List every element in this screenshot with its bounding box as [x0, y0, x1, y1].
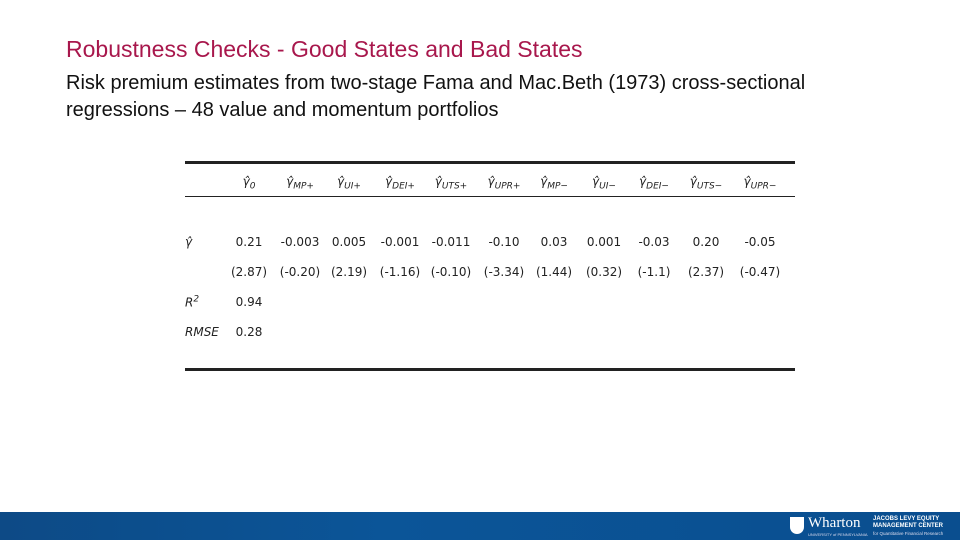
title: Robustness Checks - Good States and Bad … [66, 36, 583, 62]
subscript: 0 [249, 181, 256, 192]
cell: 0.20 [692, 235, 720, 249]
cell: (0.32) [585, 265, 623, 279]
column-header: γ̂0 [243, 174, 256, 191]
cell: -0.011 [431, 235, 471, 249]
cell: (-1.1) [637, 265, 671, 279]
row-label: γ̂ [185, 235, 192, 249]
row-label: RMSE [185, 325, 219, 339]
symbol: γ̂ [385, 174, 393, 189]
symbol: γ̂ [242, 174, 250, 189]
shield [790, 517, 804, 534]
symbol: γ̂ [592, 174, 600, 189]
cell: -0.03 [638, 235, 670, 249]
symbol: γ̂ [540, 174, 548, 189]
superscript: 2 [193, 294, 200, 305]
label-text: RMSE [185, 325, 219, 339]
symbol: γ̂ [689, 174, 697, 189]
bottom-rule [185, 368, 795, 371]
row-label: R2 [185, 295, 199, 310]
center-sub: for Quantitative Financial Research [873, 531, 944, 536]
cell: 0.005 [331, 235, 367, 249]
column-header: γ̂UTS+ [435, 174, 467, 191]
subscript: DEI− [646, 181, 669, 192]
symbol: γ̂ [337, 174, 345, 189]
label-text: R [185, 295, 194, 310]
column-header: γ̂DEI+ [385, 174, 415, 191]
cell: (-1.16) [379, 265, 421, 279]
cell: 0.001 [586, 235, 622, 249]
cell: (-0.10) [430, 265, 472, 279]
header-rule [185, 196, 795, 197]
symbol: γ̂ [487, 174, 495, 189]
cell: -0.10 [488, 235, 520, 249]
subscript: UI− [599, 181, 616, 192]
column-header: γ̂MP− [540, 174, 568, 191]
subscript: UPR+ [494, 181, 521, 192]
subscript: UTS− [696, 181, 723, 192]
symbol: γ̂ [743, 174, 751, 189]
footer-bar: Wharton UNIVERSITY of PENNSYLVANIA JACOB… [0, 512, 960, 540]
subscript: MP+ [293, 181, 314, 192]
center: JACOBS LEVY EQUITY MANAGEMENT CENTER [873, 516, 943, 529]
column-header: γ̂UI+ [337, 174, 361, 191]
subscript: UTS+ [441, 181, 468, 192]
subscript: DEI+ [392, 181, 415, 192]
subscript: UI+ [344, 181, 361, 192]
cell: (1.44) [535, 265, 573, 279]
cell: (-0.20) [279, 265, 321, 279]
cell: (2.37) [687, 265, 725, 279]
cell: 0.28 [235, 325, 263, 339]
subscript: MP− [547, 181, 568, 192]
cell: 0.03 [540, 235, 568, 249]
cell: -0.003 [280, 235, 320, 249]
label-text: γ̂ [185, 235, 193, 249]
cell: -0.05 [744, 235, 776, 249]
column-header: γ̂DEI− [639, 174, 669, 191]
column-header: γ̂UI− [592, 174, 616, 191]
cell: (2.19) [330, 265, 368, 279]
symbol: γ̂ [286, 174, 294, 189]
cell: (2.87) [230, 265, 268, 279]
column-header: γ̂MP+ [286, 174, 314, 191]
cell: -0.001 [380, 235, 420, 249]
column-header: γ̂UPR+ [488, 174, 521, 191]
cell: 0.94 [235, 295, 263, 309]
cell: (-3.34) [483, 265, 525, 279]
cell: 0.21 [235, 235, 263, 249]
cell: (-0.47) [739, 265, 781, 279]
subscript: UPR− [750, 181, 777, 192]
logo: Wharton [808, 515, 861, 531]
column-header: γ̂UPR− [744, 174, 777, 191]
top-rule [185, 161, 795, 164]
symbol: γ̂ [639, 174, 647, 189]
subtitle: Risk premium estimates from two-stage Fa… [66, 72, 806, 121]
university: UNIVERSITY of PENNSYLVANIA [808, 532, 868, 537]
symbol: γ̂ [434, 174, 442, 189]
column-header: γ̂UTS− [690, 174, 722, 191]
